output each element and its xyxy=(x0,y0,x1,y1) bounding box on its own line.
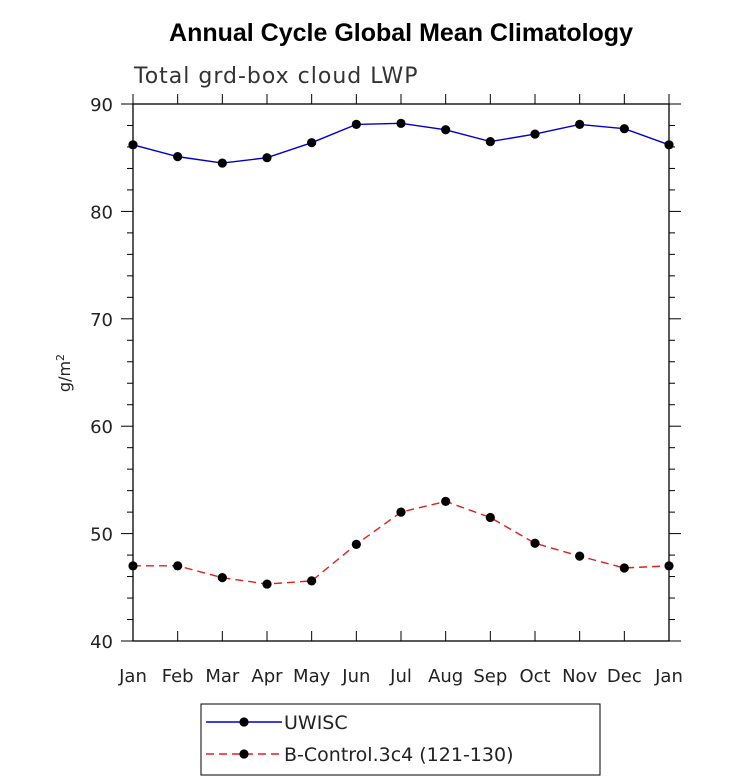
data-point xyxy=(441,496,451,506)
x-tick-label: Jul xyxy=(389,666,412,687)
data-point xyxy=(664,140,674,150)
data-point xyxy=(173,561,183,571)
data-point xyxy=(396,507,406,517)
x-tick-label: Sep xyxy=(473,666,507,687)
data-point xyxy=(530,538,540,548)
x-tick-label: Jun xyxy=(341,666,370,687)
y-axis-label: g/m2 xyxy=(54,354,74,392)
y-tick-label: 80 xyxy=(90,202,113,223)
x-tick-label: Jan xyxy=(654,666,683,687)
data-point xyxy=(530,129,540,139)
x-tick-label: Mar xyxy=(205,666,240,687)
data-point xyxy=(173,152,183,162)
y-tick-label: 90 xyxy=(90,95,113,116)
x-tick-label: Nov xyxy=(562,666,597,687)
chart-title: Annual Cycle Global Mean Climatology xyxy=(169,19,633,47)
data-point xyxy=(396,118,406,128)
data-point xyxy=(307,138,317,148)
legend-box xyxy=(200,703,601,776)
chart-subtitle: Total grd-box cloud LWP xyxy=(133,64,419,89)
data-point xyxy=(664,561,674,571)
data-point xyxy=(485,512,495,523)
y-axis-label-superscript: 2 xyxy=(54,354,67,361)
x-tick-label: Oct xyxy=(519,666,550,687)
data-point xyxy=(262,579,272,589)
data-point xyxy=(307,576,317,586)
x-tick-label: Apr xyxy=(251,666,283,687)
data-point xyxy=(217,573,227,583)
data-point xyxy=(575,551,585,561)
x-tick-label: Aug xyxy=(428,666,463,687)
legend: UWISC B-Control.3c4 (121-130) xyxy=(200,703,601,776)
plot-frame xyxy=(132,103,670,642)
series-group xyxy=(128,118,674,589)
legend-swatch-marker xyxy=(239,749,249,759)
data-point xyxy=(485,136,495,147)
data-point xyxy=(351,539,361,549)
y-axis-label-text: g/m xyxy=(55,361,74,392)
legend-swatch-marker xyxy=(239,717,249,727)
data-point xyxy=(128,561,138,571)
series-line-0 xyxy=(132,122,670,164)
data-point xyxy=(575,119,585,130)
data-point xyxy=(128,140,138,150)
y-tick-label: 40 xyxy=(90,632,113,653)
y-tick-label: 60 xyxy=(90,417,113,438)
axes-group: Jan Feb Mar Apr May Jun Jul Aug Sep Oct Nov Dec Jan4… xyxy=(90,94,683,687)
legend-label: B-Control.3c4 (121-130) xyxy=(284,744,513,766)
x-tick-label: Feb xyxy=(162,666,194,687)
x-tick-label: Jan xyxy=(118,666,147,687)
data-point xyxy=(441,125,451,135)
y-tick-label: 50 xyxy=(90,525,113,546)
data-point xyxy=(619,124,629,134)
data-point xyxy=(619,563,629,573)
legend-label: UWISC xyxy=(284,712,348,734)
data-point xyxy=(217,158,227,168)
y-tick-label: 70 xyxy=(90,310,113,331)
data-point xyxy=(262,153,272,163)
data-point xyxy=(351,119,361,130)
x-tick-label: Dec xyxy=(607,666,642,687)
x-tick-label: May xyxy=(293,666,331,687)
